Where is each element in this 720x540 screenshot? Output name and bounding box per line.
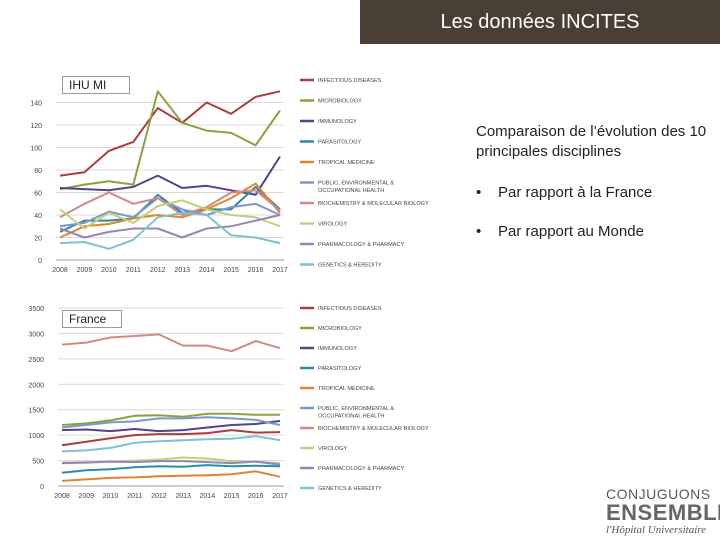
legend-label: BIOCHEMISTRY & MOLECULAR BIOLOGY	[318, 201, 429, 207]
x-tick-label: 2017	[272, 493, 288, 500]
series-line	[61, 429, 281, 447]
series-line	[61, 470, 281, 482]
legend-label: PHARMACOLOGY & PHARMACY	[318, 466, 405, 472]
bullet-marker: •	[476, 223, 482, 240]
series-line	[59, 189, 281, 219]
bullet-text: Par rapport à la France	[498, 184, 653, 201]
y-tick-label: 3500	[28, 306, 44, 313]
series-line	[61, 464, 281, 474]
x-tick-label: 2008	[54, 493, 70, 500]
x-tick-label: 2010	[103, 493, 119, 500]
series-line	[59, 90, 281, 191]
legend-label: MICROBIOLOGY	[318, 99, 362, 105]
x-tick-label: 2014	[199, 267, 215, 274]
y-tick-label: 1500	[28, 408, 44, 415]
bullet-marker: •	[476, 184, 482, 201]
x-tick-label: 2013	[175, 493, 191, 500]
legend-label: IMMUNOLOGY	[318, 119, 357, 125]
x-tick-label: 2010	[101, 267, 117, 274]
y-tick-label: 20	[34, 236, 42, 243]
legend-label: GENETICS & HEREDITY	[318, 263, 382, 269]
chart-panel-france: 0 500 1000 1500 2000 2500 3000 3500 2008 2009 2010…	[0, 300, 452, 510]
chart-panel-ihu: 0 20 40 60 80 100 120 140 2008 2009 2010 2011 2012 20…	[0, 64, 452, 282]
y-tick-label: 500	[32, 459, 44, 466]
series-line	[59, 211, 281, 250]
legend-label: BIOCHEMISTRY & MOLECULAR BIOLOGY	[318, 426, 429, 432]
series-line	[59, 199, 281, 230]
legend-label: TROPICAL MEDICINE	[318, 386, 375, 392]
side-text: Comparaison de l’évolution des 10 princi…	[476, 122, 712, 240]
series-line	[59, 90, 281, 177]
logo: CONJUGUONS ENSEMBLE l'Hôpital Universita…	[606, 486, 720, 536]
bullet-list: • Par rapport à la France • Par rapport …	[476, 184, 712, 240]
x-tick-label: 2012	[151, 493, 167, 500]
y-tick-label: 2500	[28, 357, 44, 364]
slide-title: Les données INCITES	[360, 0, 720, 44]
x-tick-label: 2011	[127, 493, 142, 500]
logo-line-3: l'Hôpital Universitaire	[606, 524, 707, 536]
x-tick-label: 2011	[126, 267, 141, 274]
bullet-item-france: • Par rapport à la France	[476, 184, 712, 201]
legend-label: MICROBIOLOGY	[318, 326, 362, 332]
series-line	[59, 214, 281, 239]
line-chart-ihu: 0 20 40 60 80 100 120 140 2008 2009 2010 2011 2012 20…	[30, 78, 429, 274]
bullet-item-world: • Par rapport au Monde	[476, 223, 712, 240]
line-chart-france: 0 500 1000 1500 2000 2500 3000 3500 2008 2009 2010…	[28, 306, 429, 500]
legend-label: PARASITOLOGY	[318, 366, 362, 372]
legend-label: INFECTIOUS DISEASES	[318, 306, 382, 312]
chart-tag-france: France	[62, 310, 122, 328]
logo-line-2: ENSEMBLE	[606, 500, 720, 525]
legend-label: INFECTIOUS DISEASES	[318, 78, 382, 84]
x-tick-label: 2013	[174, 267, 190, 274]
x-tick-label: 2012	[150, 267, 166, 274]
y-tick-label: 40	[34, 213, 42, 220]
x-tick-label: 2015	[223, 267, 239, 274]
y-tick-label: 1000	[28, 433, 44, 440]
x-tick-label: 2016	[248, 267, 264, 274]
series-line	[61, 435, 281, 453]
y-tick-label: 0	[40, 484, 44, 491]
x-tick-label: 2009	[77, 267, 93, 274]
y-tick-label: 120	[30, 123, 42, 130]
x-tick-label: 2017	[272, 267, 288, 274]
y-tick-label: 2000	[28, 382, 44, 389]
series-line	[61, 419, 281, 433]
x-tick-label: 2016	[248, 493, 264, 500]
series-line	[61, 333, 281, 353]
legend-label: IMMUNOLOGY	[318, 346, 357, 352]
bullet-text: Par rapport au Monde	[498, 223, 644, 240]
series-line	[61, 412, 280, 426]
y-tick-label: 140	[30, 101, 42, 108]
series-line	[59, 155, 281, 196]
legend-label: VIROLOGY	[318, 222, 347, 228]
y-tick-label: 100	[30, 146, 42, 153]
chart-tag-ihu: IHU MI	[62, 76, 130, 94]
legend-label: PHARMACOLOGY & PHARMACY	[318, 242, 405, 248]
legend-label: PARASITOLOGY	[318, 140, 362, 146]
y-tick-label: 60	[34, 191, 42, 198]
series-line	[61, 416, 281, 429]
logo-line-1: CONJUGUONS	[606, 486, 711, 502]
comparison-heading: Comparaison de l’évolution des 10 princi…	[476, 123, 707, 160]
legend-label: VIROLOGY	[318, 446, 347, 452]
y-tick-label: 80	[34, 168, 42, 175]
series-line	[61, 460, 281, 466]
legend-label: TROPICAL MEDICINE	[318, 160, 375, 166]
legend-label: PUBLIC, ENVIRONMENTAL & OCCUPATIONAL HEAL…	[318, 406, 394, 420]
y-tick-label: 0	[38, 258, 42, 265]
x-tick-label: 2008	[52, 267, 68, 274]
x-tick-label: 2015	[224, 493, 240, 500]
legend-label: PUBLIC, ENVIRONMENTAL & OCCUPATIONAL HEAL…	[318, 181, 394, 195]
legend-label: GENETICS & HEREDITY	[318, 486, 382, 492]
x-tick-label: 2009	[78, 493, 94, 500]
x-tick-label: 2014	[200, 493, 216, 500]
y-tick-label: 3000	[28, 331, 44, 338]
